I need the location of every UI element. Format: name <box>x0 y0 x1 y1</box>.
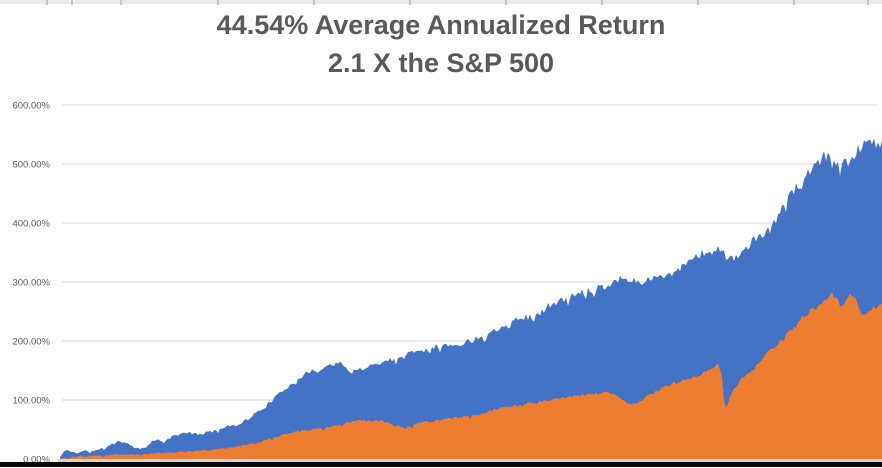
y-axis-label: 300.00% <box>12 278 50 289</box>
y-axis-label: 600.00% <box>12 101 50 112</box>
series-blue-area <box>60 138 882 459</box>
column-edge-tick <box>409 0 411 5</box>
y-axis-label: 0.00% <box>23 455 50 466</box>
chart-title-line2: 2.1 X the S&P 500 <box>327 48 555 78</box>
spreadsheet-cell-edge-strip <box>0 0 882 5</box>
column-edge-tick <box>697 0 699 5</box>
series-orange-area <box>60 292 882 459</box>
column-edge-tick <box>867 0 869 5</box>
column-edge-tick <box>601 0 603 5</box>
x-axis-strip <box>58 459 882 462</box>
column-edge-tick <box>217 0 219 5</box>
y-axis-label: 100.00% <box>12 396 50 407</box>
y-axis-label: 200.00% <box>12 337 50 348</box>
column-edge-tick <box>71 0 73 5</box>
column-edge-tick <box>793 0 795 5</box>
column-edge-tick <box>313 0 315 5</box>
y-axis-label: 500.00% <box>12 160 50 171</box>
column-edge-tick <box>505 0 507 5</box>
bottom-window-edge <box>0 462 882 467</box>
column-edge-tick <box>46 0 48 5</box>
y-axis-label: 400.00% <box>12 219 50 230</box>
column-edge-tick <box>120 0 122 5</box>
chart-title: 44.54% Average Annualized Return 2.1 X t… <box>0 6 882 82</box>
chart-title-line1: 44.54% Average Annualized Return <box>216 10 666 40</box>
